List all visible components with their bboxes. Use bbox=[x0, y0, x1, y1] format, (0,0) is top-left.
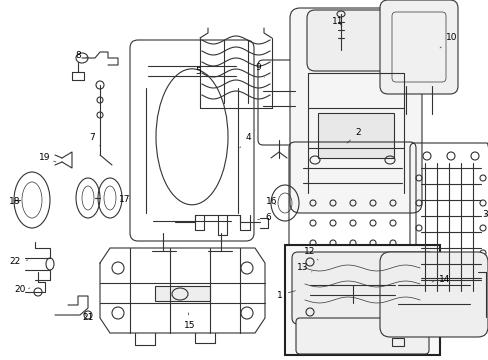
Text: 2: 2 bbox=[346, 129, 360, 143]
Text: 15: 15 bbox=[184, 313, 195, 329]
FancyBboxPatch shape bbox=[289, 8, 421, 213]
Text: 9: 9 bbox=[255, 63, 264, 78]
Text: 6: 6 bbox=[257, 213, 270, 222]
Text: 7: 7 bbox=[89, 134, 100, 146]
Text: 4: 4 bbox=[239, 134, 250, 148]
Text: 3: 3 bbox=[481, 211, 487, 220]
FancyBboxPatch shape bbox=[306, 10, 404, 71]
Text: 21: 21 bbox=[82, 314, 94, 323]
FancyBboxPatch shape bbox=[379, 252, 487, 337]
FancyBboxPatch shape bbox=[379, 0, 457, 94]
Text: 14: 14 bbox=[431, 275, 450, 284]
Text: 16: 16 bbox=[265, 198, 277, 207]
Bar bbox=[317, 113, 393, 158]
Text: 22: 22 bbox=[9, 257, 28, 266]
Text: 18: 18 bbox=[9, 198, 20, 207]
Bar bbox=[429, 281, 471, 299]
Text: 13: 13 bbox=[297, 264, 311, 273]
Text: 12: 12 bbox=[304, 248, 317, 260]
FancyBboxPatch shape bbox=[295, 318, 428, 354]
Bar bbox=[155, 286, 209, 301]
Text: 5: 5 bbox=[195, 68, 207, 77]
Bar bbox=[391, 338, 403, 346]
FancyBboxPatch shape bbox=[291, 252, 433, 324]
Text: 17: 17 bbox=[119, 195, 130, 204]
Text: 1: 1 bbox=[277, 291, 295, 300]
Text: 10: 10 bbox=[439, 33, 457, 48]
Text: 8: 8 bbox=[75, 50, 87, 59]
Text: 11: 11 bbox=[331, 18, 343, 27]
Bar bbox=[285, 245, 439, 355]
Text: 19: 19 bbox=[39, 153, 56, 162]
Text: 20: 20 bbox=[14, 285, 30, 294]
